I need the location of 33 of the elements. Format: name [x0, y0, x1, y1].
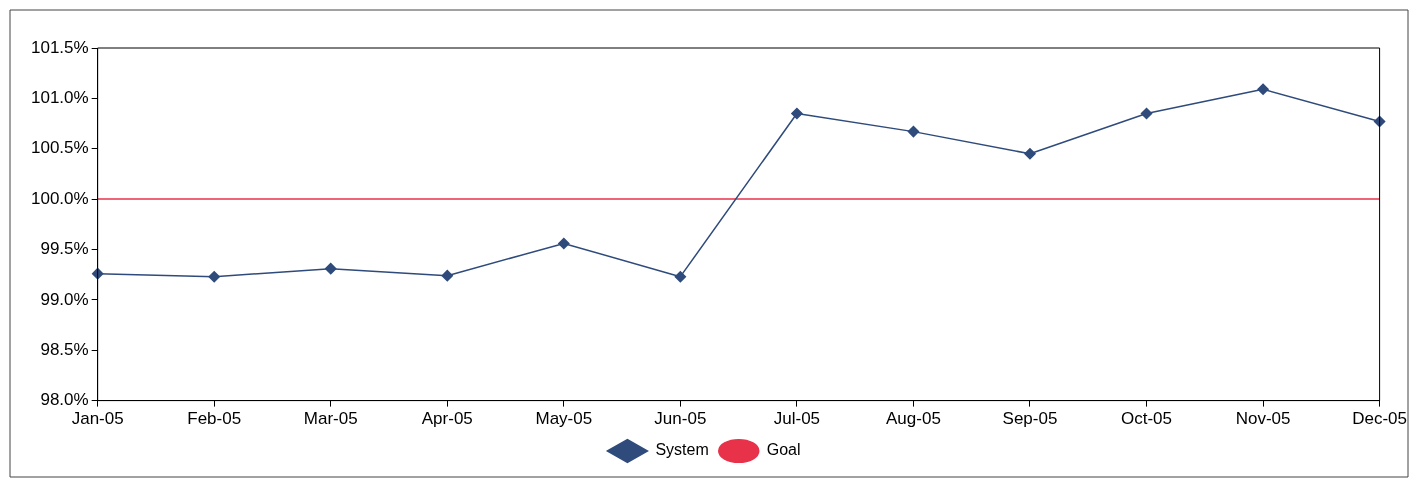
x-tick-label: Dec-05 [1352, 409, 1408, 429]
legend-label: Goal [766, 441, 801, 459]
y-tick-label: 99.5% [40, 239, 89, 259]
point [674, 270, 687, 283]
point [441, 269, 454, 282]
point [1024, 148, 1036, 160]
y-tick-label: 100.5% [30, 138, 89, 158]
legend-label: System [655, 441, 709, 459]
y-tick-label: 101.0% [30, 88, 89, 108]
x-tick-label: Nov-05 [1235, 409, 1291, 429]
y-tick-label: 99.0% [40, 289, 89, 309]
x-tick-label: Jul-05 [773, 409, 821, 429]
point [558, 237, 570, 250]
point [1140, 107, 1153, 120]
point [1257, 83, 1269, 96]
y-tick-label: 98.5% [40, 339, 89, 359]
x-tick-label: Apr-05 [421, 409, 473, 429]
point [324, 262, 337, 275]
y-tick-label: 101.5% [30, 37, 89, 57]
x-tick-label: Jan-05 [71, 409, 124, 429]
x-tick-label: Jun-05 [654, 409, 707, 429]
y-tick-label: 100.0% [30, 188, 89, 208]
point [791, 107, 803, 120]
x-tick-label: Sep-05 [1002, 409, 1058, 429]
point [907, 125, 920, 138]
x-tick-label: Feb-05 [187, 409, 242, 429]
y-tick-label: 98.0% [40, 390, 89, 410]
x-tick-label: Oct-05 [1121, 409, 1173, 429]
x-tick-label: May-05 [535, 409, 593, 429]
x-tick-label: Mar-05 [303, 409, 358, 429]
point [91, 267, 104, 280]
point [208, 270, 220, 283]
x-tick-label: Aug-05 [886, 409, 941, 429]
